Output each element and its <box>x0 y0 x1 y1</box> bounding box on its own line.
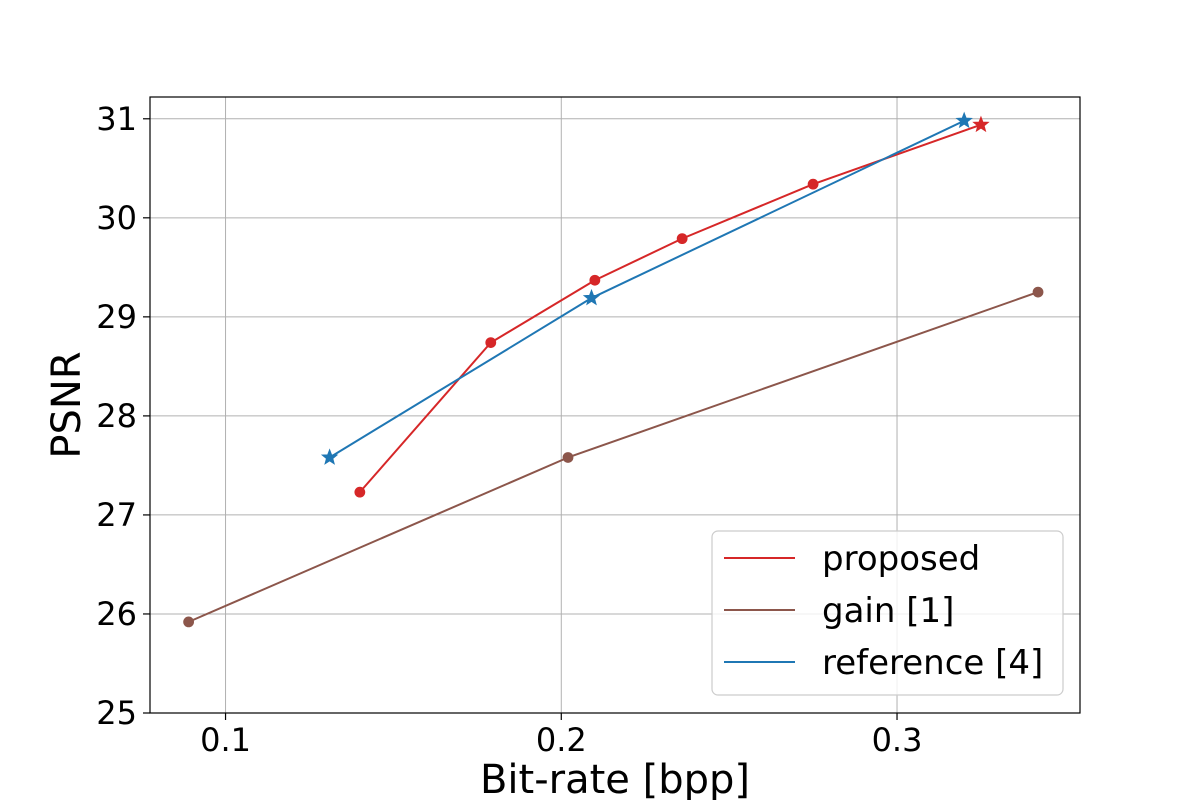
data-point-reference-4 <box>582 288 601 306</box>
data-point-proposed <box>485 337 497 349</box>
data-point-gain-1 <box>562 452 574 463</box>
legend-label-proposed: proposed <box>822 539 980 579</box>
y-tick-label: 29 <box>96 298 137 336</box>
y-tick-label: 30 <box>96 199 137 237</box>
data-point-proposed <box>589 274 601 286</box>
data-point-reference-4 <box>955 111 973 129</box>
y-axis-label: PSNR <box>44 351 90 458</box>
data-point-proposed <box>807 178 819 190</box>
series-reference-4 <box>320 111 973 465</box>
plot-frame <box>149 96 1081 714</box>
data-point-gain-1 <box>1032 286 1044 298</box>
x-tick-label: 0.3 <box>872 721 923 759</box>
series-layer <box>183 111 1044 628</box>
end-marker-proposed <box>972 115 990 133</box>
legend-box <box>711 530 1064 696</box>
axis-ticks: 0.1 0.2 0.3 25 26 27 28 29 30 31 <box>96 100 922 759</box>
legend-label-reference: reference [4] <box>822 643 1043 683</box>
y-tick-label: 26 <box>96 595 137 633</box>
series-proposed <box>354 115 990 498</box>
grid <box>150 97 1080 714</box>
x-tick-label: 0.2 <box>536 721 587 759</box>
legend: proposed gain [1] reference [4] <box>711 530 1064 696</box>
data-point-proposed <box>676 233 688 245</box>
legend-label-gain: gain [1] <box>822 591 954 631</box>
y-tick-label: 25 <box>96 694 137 732</box>
data-point-proposed <box>354 486 366 498</box>
x-axis-label: Bit-rate [bpp] <box>480 757 750 800</box>
y-tick-label: 27 <box>96 496 137 534</box>
data-point-reference-4 <box>320 448 339 465</box>
x-tick-label: 0.1 <box>200 721 251 759</box>
y-tick-label: 28 <box>96 397 137 435</box>
series-line-proposed <box>359 123 982 493</box>
series-gain-1 <box>183 286 1044 628</box>
y-tick-label: 31 <box>96 100 137 138</box>
data-point-gain-1 <box>183 616 195 628</box>
